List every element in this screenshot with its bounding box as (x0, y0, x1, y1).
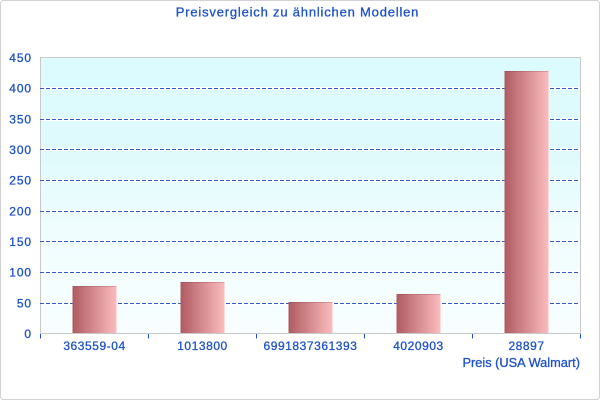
svg-text:450: 450 (9, 51, 32, 65)
svg-text:1013800: 1013800 (177, 339, 228, 353)
svg-text:250: 250 (9, 174, 32, 188)
svg-text:50: 50 (17, 296, 32, 310)
svg-text:150: 150 (9, 235, 32, 249)
svg-text:200: 200 (9, 204, 32, 218)
svg-text:100: 100 (9, 266, 32, 280)
svg-text:350: 350 (9, 112, 32, 126)
svg-text:4020903: 4020903 (393, 339, 444, 353)
svg-text:363559-04: 363559-04 (63, 339, 125, 353)
svg-text:Preis (USA Walmart): Preis (USA Walmart) (462, 355, 580, 370)
svg-text:Preisvergleich zu ähnlichen Mo: Preisvergleich zu ähnlichen Modellen (176, 5, 419, 20)
svg-text:28897: 28897 (508, 339, 544, 353)
svg-text:300: 300 (9, 143, 32, 157)
svg-text:0: 0 (24, 327, 32, 341)
svg-text:6991837361393: 6991837361393 (264, 339, 358, 353)
svg-text:400: 400 (9, 82, 32, 96)
